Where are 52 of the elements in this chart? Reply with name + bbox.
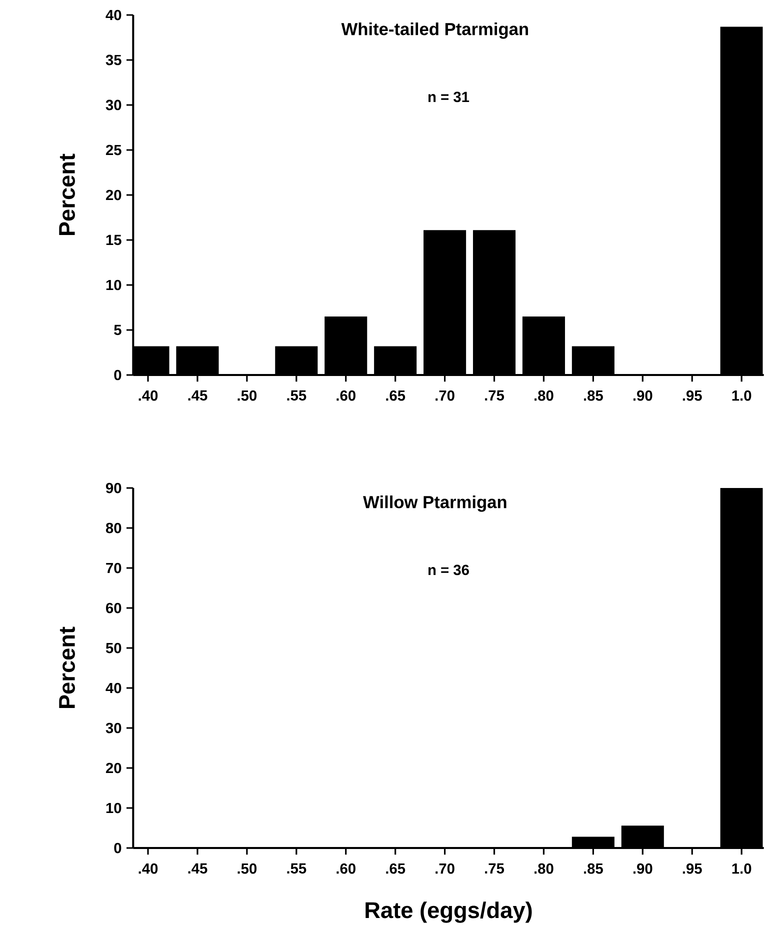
x-tick-label: .60 bbox=[336, 390, 356, 401]
x-tick-label: 1.0 bbox=[732, 390, 752, 401]
y-tick-label: 10 bbox=[106, 802, 122, 814]
x-tick-label: .95 bbox=[682, 863, 702, 874]
y-tick-label: 90 bbox=[106, 482, 122, 494]
y-tick-label: 30 bbox=[106, 722, 122, 734]
x-tick-label: .45 bbox=[188, 863, 208, 874]
x-tick-label: .65 bbox=[386, 390, 406, 401]
y-axis-title: Percent bbox=[59, 626, 75, 708]
x-tick-label: .90 bbox=[633, 390, 652, 401]
x-tick-label: .50 bbox=[238, 390, 257, 401]
y-tick-label: 60 bbox=[106, 602, 122, 614]
annotation: n = 36 bbox=[428, 564, 469, 576]
x-tick-label: .80 bbox=[534, 390, 554, 401]
x-tick-label: .40 bbox=[138, 863, 158, 874]
x-tick-label: .60 bbox=[336, 863, 356, 874]
x-tick-label: .55 bbox=[287, 390, 306, 401]
y-tick-label: 0 bbox=[114, 842, 122, 854]
x-tick-label: .50 bbox=[238, 863, 257, 874]
x-tick-label: .90 bbox=[633, 863, 652, 874]
y-tick-label: 15 bbox=[106, 234, 122, 246]
y-axis-title: Percent bbox=[59, 154, 75, 236]
x-tick-label: .55 bbox=[287, 863, 306, 874]
y-tick-label: 0 bbox=[114, 370, 122, 380]
x-axis-title: Rate (eggs/day) bbox=[366, 902, 532, 923]
y-tick-label: 25 bbox=[106, 144, 122, 156]
y-tick-label: 70 bbox=[106, 562, 122, 574]
x-tick-label: .70 bbox=[436, 390, 454, 401]
x-tick-label: .95 bbox=[682, 390, 702, 401]
x-tick-label: .75 bbox=[485, 390, 504, 401]
x-tick-label: .75 bbox=[485, 863, 504, 874]
annotation: n = 31 bbox=[428, 92, 470, 102]
x-tick-label: .85 bbox=[584, 863, 603, 874]
chart-title: White-tailed Ptarmigan bbox=[341, 22, 528, 39]
chart-title: Willow Ptarmigan bbox=[363, 496, 506, 512]
x-tick-label: .80 bbox=[534, 863, 554, 874]
x-tick-label: .65 bbox=[386, 863, 406, 874]
y-tick-label: 30 bbox=[106, 100, 122, 110]
y-tick-label: 50 bbox=[106, 642, 122, 654]
y-tick-label: 40 bbox=[106, 10, 122, 20]
y-tick-label: 35 bbox=[106, 54, 122, 66]
x-tick-label: 1.0 bbox=[732, 863, 752, 874]
x-tick-label: .70 bbox=[436, 863, 454, 874]
y-tick-label: 5 bbox=[114, 324, 122, 336]
y-tick-label: 80 bbox=[106, 522, 122, 534]
y-tick-label: 20 bbox=[106, 762, 122, 774]
y-tick-label: 10 bbox=[106, 280, 122, 290]
x-tick-label: .45 bbox=[188, 390, 208, 401]
x-tick-label: .40 bbox=[138, 390, 158, 401]
y-tick-label: 40 bbox=[106, 682, 122, 694]
y-tick-label: 20 bbox=[106, 190, 122, 200]
x-tick-label: .85 bbox=[584, 390, 603, 401]
